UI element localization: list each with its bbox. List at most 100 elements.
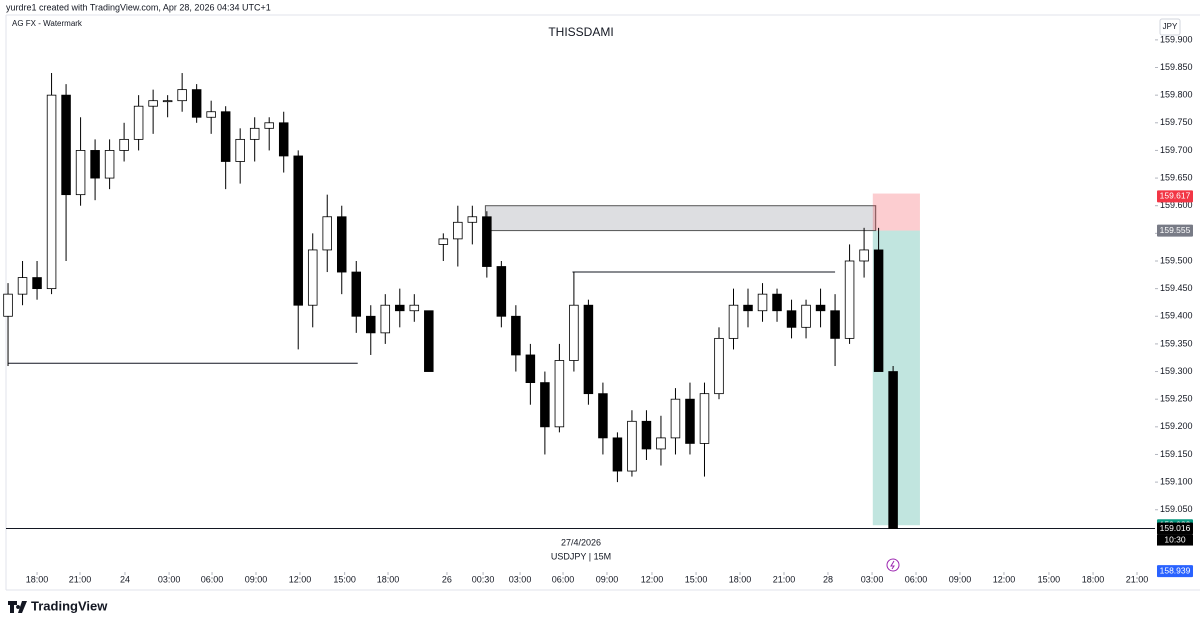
x-tick-label: 09:00 — [596, 574, 619, 584]
candle-body — [598, 393, 608, 439]
x-tick-label: 21:00 — [1126, 574, 1149, 584]
x-tick-label: 09:00 — [949, 574, 972, 584]
x-tick-label: 03:00 — [158, 574, 181, 584]
x-tick-label: 03:00 — [861, 574, 884, 584]
price-label: 158.939 — [1160, 565, 1191, 575]
candle-body — [119, 138, 129, 151]
candle-body — [366, 315, 376, 334]
symbol: USDJPY | 15M — [551, 551, 611, 561]
candle-body — [278, 122, 289, 157]
candle-body — [583, 304, 594, 395]
candle-body — [554, 360, 565, 428]
candle-body — [685, 398, 695, 444]
candle-body — [496, 266, 507, 317]
candle-body — [191, 89, 202, 118]
candle-body — [307, 249, 318, 306]
alert-icon — [890, 560, 895, 570]
candle-body — [75, 150, 86, 196]
candle-body — [714, 337, 724, 395]
y-tick-label: 159.200 — [1160, 421, 1193, 431]
candle-body — [873, 249, 884, 372]
candle-body — [17, 277, 28, 295]
x-tick-label: 12:00 — [641, 574, 664, 584]
candle-body — [627, 420, 637, 472]
chart-title: THISSDAMI — [548, 25, 613, 39]
candle-body — [424, 310, 434, 372]
candle-body — [888, 371, 898, 529]
candle-body — [525, 354, 536, 384]
candle-body — [32, 277, 42, 290]
candle-body — [757, 293, 768, 312]
x-tick-label: 06:00 — [552, 574, 575, 584]
supply-zone — [484, 205, 877, 232]
x-tick-label: 18:00 — [26, 574, 49, 584]
y-tick-label: 159.300 — [1160, 366, 1193, 376]
candle-body — [453, 221, 463, 240]
candle-body — [293, 155, 303, 306]
candle-body — [133, 105, 144, 140]
candle-body — [395, 304, 405, 312]
candle-body — [235, 138, 245, 162]
y-tick-label: 159.900 — [1160, 34, 1193, 44]
date-label: 27/4/2026 — [561, 537, 601, 547]
candle-body — [322, 216, 332, 251]
x-tick-label: 06:00 — [201, 574, 224, 584]
stop-zone — [872, 193, 920, 231]
x-tick-label: 18:00 — [729, 574, 752, 584]
candle-body — [409, 304, 420, 312]
y-tick-label: 159.850 — [1160, 62, 1193, 72]
candle-body — [772, 293, 782, 312]
subtitle: AG FX - Watermark — [12, 19, 83, 28]
candle-body — [220, 111, 231, 162]
candle-body — [844, 260, 855, 339]
x-tick-label: 06:00 — [905, 574, 928, 584]
candle-body — [801, 304, 811, 328]
y-tick-label: 159.650 — [1160, 172, 1193, 182]
candle-body — [743, 304, 753, 312]
candle-body — [177, 89, 187, 102]
price-label-bg — [1157, 190, 1193, 203]
price-label-bg — [1157, 522, 1193, 535]
price-label-bg — [1157, 224, 1193, 237]
currency-box — [1159, 18, 1181, 36]
candle-body — [815, 304, 826, 312]
y-tick-label: 159.600 — [1160, 200, 1193, 210]
brand: TradingView — [31, 598, 108, 613]
x-tick-label: 15:00 — [685, 574, 708, 584]
candle-body — [569, 304, 579, 361]
x-tick-label: 28 — [823, 574, 833, 584]
candle-body — [540, 382, 550, 428]
y-tick-label: 159.050 — [1160, 504, 1193, 514]
x-tick-label: 12:00 — [993, 574, 1016, 584]
x-tick-label: 00:30 — [472, 574, 495, 584]
countdown-bg — [1157, 534, 1193, 546]
candle-body — [482, 216, 492, 267]
countdown: 10:30 — [1164, 534, 1186, 544]
x-tick-label: 18:00 — [377, 574, 400, 584]
candle-body — [162, 100, 173, 103]
candle-body — [438, 238, 449, 245]
candle-body — [104, 150, 115, 179]
x-tick-label: 18:00 — [1082, 574, 1105, 584]
candle-body — [467, 216, 478, 223]
x-tick-label: 21:00 — [773, 574, 796, 584]
y-tick-label: 159.500 — [1160, 255, 1193, 265]
x-tick-label: 21:00 — [69, 574, 92, 584]
candle-body — [786, 310, 797, 328]
candle-body — [336, 216, 347, 273]
candle-body — [148, 100, 158, 107]
candle-body — [699, 393, 710, 444]
y-tick-label: 159.150 — [1160, 449, 1193, 459]
candle-body — [656, 437, 666, 450]
x-tick-label: 09:00 — [245, 574, 268, 584]
price-label: 159.016 — [1160, 523, 1191, 533]
y-tick-label: 159.750 — [1160, 117, 1193, 127]
x-tick-label: 15:00 — [1038, 574, 1061, 584]
y-tick-label: 159.450 — [1160, 283, 1193, 293]
price-label: 159.617 — [1160, 191, 1191, 201]
x-tick-label: 26 — [442, 574, 452, 584]
candle-body — [61, 94, 71, 196]
y-tick-label: 159.250 — [1160, 394, 1193, 404]
price-label-bg — [1157, 565, 1193, 578]
